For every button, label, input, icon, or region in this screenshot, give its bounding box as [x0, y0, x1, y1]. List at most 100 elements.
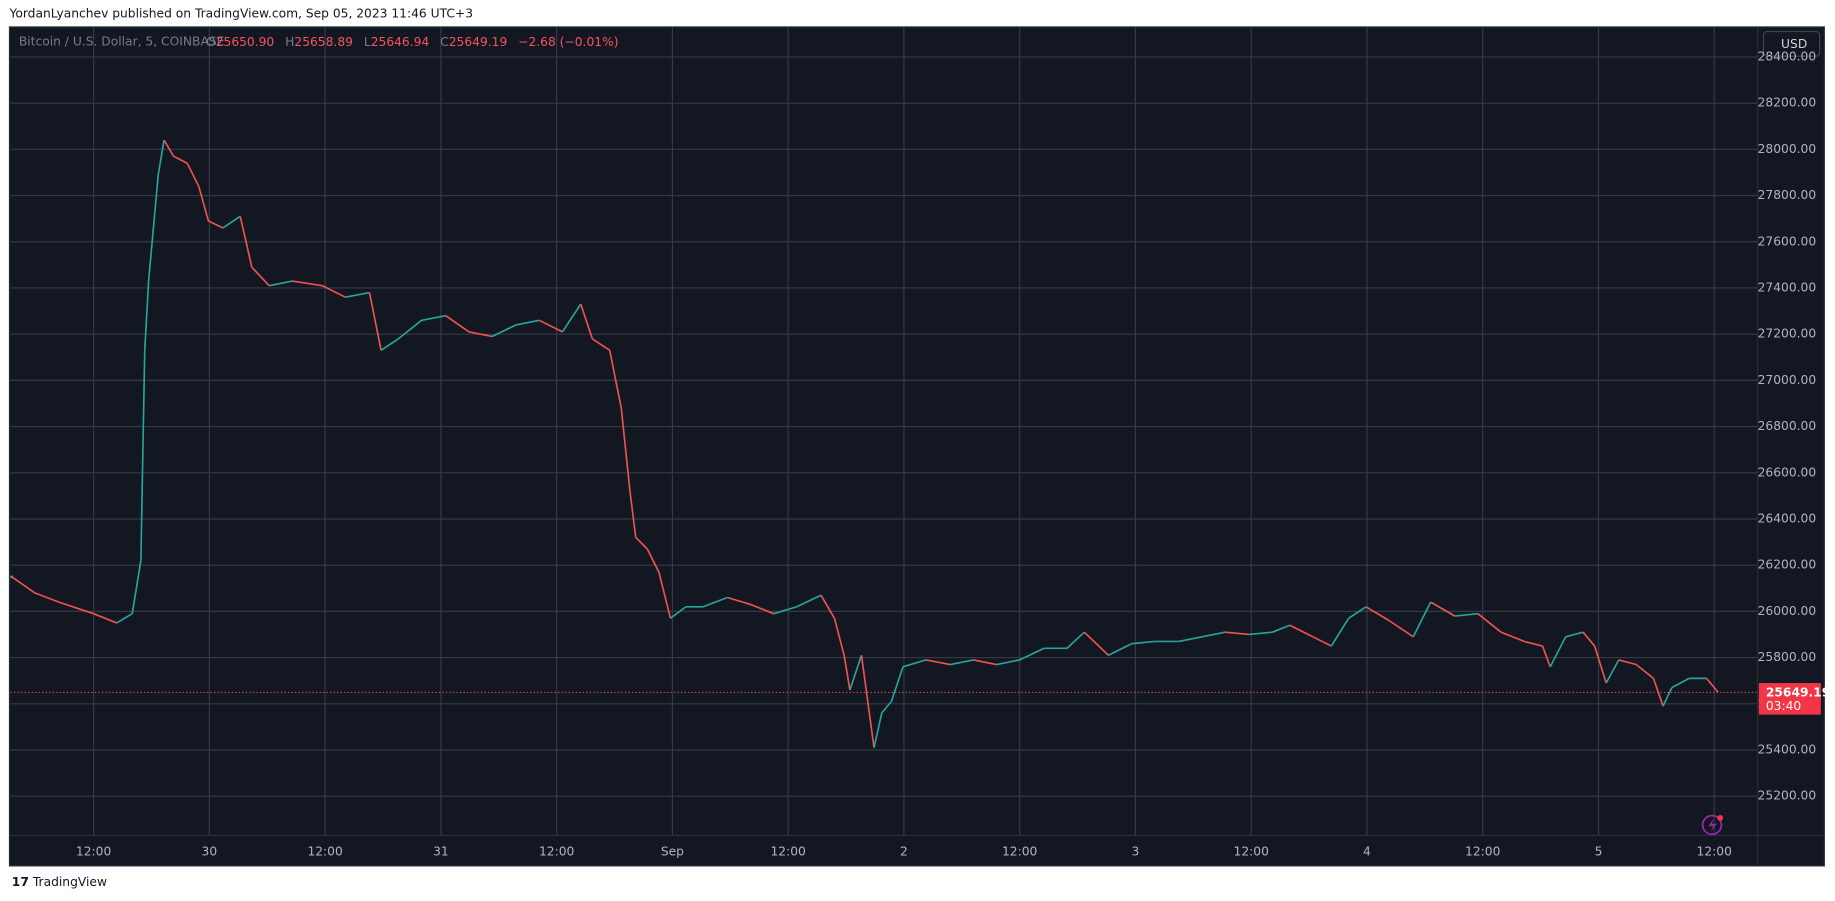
- price-segment: [1582, 631, 1596, 647]
- ohlc-value: 25646.94: [371, 35, 430, 49]
- price-segment: [1524, 640, 1543, 647]
- x-tick-label: 5: [1595, 844, 1603, 858]
- ohlc-value: 25649.19: [449, 35, 508, 49]
- y-tick-label: 26600.00: [1758, 465, 1817, 479]
- price-segment: [1201, 631, 1226, 638]
- y-tick-label: 26400.00: [1758, 511, 1817, 525]
- x-tick-label: 12:00: [76, 844, 111, 858]
- price-segment: [292, 280, 323, 287]
- x-tick-label: 12:00: [1002, 844, 1037, 858]
- y-tick-label: 28200.00: [1758, 96, 1817, 110]
- price-segment: [1549, 636, 1567, 668]
- y-tick-label: 25800.00: [1758, 650, 1817, 664]
- price-segment: [1388, 619, 1414, 638]
- price-segment: [1348, 606, 1367, 619]
- price-segment: [1019, 647, 1045, 661]
- currency-button[interactable]: [1762, 31, 1821, 57]
- price-segment: [1477, 613, 1502, 633]
- price-segment: [925, 659, 951, 666]
- price-segment: [222, 215, 241, 229]
- price-segment: [34, 592, 60, 603]
- chart-panel: [8, 26, 1825, 867]
- y-tick-label: 25200.00: [1758, 789, 1817, 803]
- price-segment: [1225, 631, 1250, 636]
- y-tick-label: 27600.00: [1758, 234, 1817, 248]
- price-segment: [658, 571, 672, 619]
- y-tick-label: 26000.00: [1758, 604, 1817, 618]
- price-segment: [1605, 659, 1620, 684]
- ohlc-key: O: [206, 35, 216, 49]
- price-segment: [881, 700, 893, 714]
- x-tick-label: 12:00: [1234, 844, 1269, 858]
- price-segment: [1131, 640, 1155, 645]
- price-segment: [116, 612, 133, 624]
- price-segment: [579, 303, 594, 340]
- price-segment: [796, 594, 822, 608]
- price-segment: [321, 284, 346, 298]
- alert-dot: [1717, 814, 1724, 821]
- price-segment: [140, 350, 146, 561]
- price-segment: [750, 603, 775, 615]
- price-segment: [1312, 636, 1332, 647]
- price-segment: [397, 319, 423, 340]
- price-segment: [143, 280, 150, 351]
- y-tick-label: 28000.00: [1758, 142, 1817, 156]
- y-tick-label: 26800.00: [1758, 419, 1817, 433]
- price-segment: [58, 601, 94, 615]
- price-segment: [1541, 645, 1552, 668]
- price-segment: [1178, 635, 1203, 643]
- x-tick-label: 2: [900, 844, 908, 858]
- last-price-label: 25649.19: [1766, 686, 1830, 700]
- x-tick-label: 12:00: [1697, 844, 1732, 858]
- price-segment: [468, 331, 493, 338]
- price-segment: [1662, 687, 1673, 707]
- x-tick-label: Sep: [661, 844, 684, 858]
- ohlc-key: H: [285, 35, 294, 49]
- currency[interactable]: USD: [1781, 37, 1807, 51]
- x-tick-label: 12:00: [1465, 844, 1500, 858]
- price-segment: [1249, 631, 1273, 636]
- price-segment: [1705, 677, 1719, 693]
- alert-icon[interactable]: [1708, 819, 1717, 832]
- price-segment: [186, 162, 200, 187]
- price-segment: [515, 319, 540, 326]
- price-segment: [996, 659, 1020, 666]
- price-segment: [173, 155, 188, 164]
- price-segment: [208, 220, 224, 229]
- x-tick-label: 12:00: [770, 844, 805, 858]
- x-tick-label: 4: [1363, 844, 1371, 858]
- price-segment: [1593, 645, 1607, 684]
- x-tick-label: 31: [433, 844, 449, 858]
- ohlc-key: L: [364, 35, 371, 49]
- ohlc: O25650.90 H25658.89 L25646.94 C25649.19 …: [206, 35, 618, 49]
- x-tick-label: 12:00: [307, 844, 342, 858]
- price-segment: [1066, 631, 1085, 649]
- y-tick-label: 27000.00: [1758, 373, 1817, 387]
- alert-icon[interactable]: [1701, 814, 1723, 836]
- price-segment: [163, 139, 175, 157]
- price-segment: [538, 319, 563, 333]
- price-segment: [890, 666, 904, 702]
- y-tick-label: 27200.00: [1758, 327, 1817, 341]
- price-segment: [973, 659, 997, 666]
- brand: TradingView: [32, 875, 107, 889]
- price-segment: [491, 324, 517, 338]
- price-segment: [727, 596, 751, 606]
- price-segment: [445, 315, 470, 333]
- ohlc-value: 25658.89: [294, 35, 353, 49]
- y-tick-label: 28400.00: [1758, 49, 1817, 63]
- price-segment: [1652, 678, 1664, 707]
- price-segment: [345, 291, 370, 299]
- price-segment: [1272, 624, 1291, 633]
- y-tick-label: 26200.00: [1758, 558, 1817, 572]
- y-tick-label: 27400.00: [1758, 280, 1817, 294]
- countdown: 03:40: [1766, 699, 1801, 713]
- header: YordanLyanchev published on TradingView.…: [8, 7, 473, 21]
- price-segment: [561, 303, 582, 333]
- price-segment: [11, 576, 36, 594]
- price-segment: [157, 139, 165, 175]
- price-segment: [147, 174, 160, 282]
- price-segment: [833, 618, 845, 656]
